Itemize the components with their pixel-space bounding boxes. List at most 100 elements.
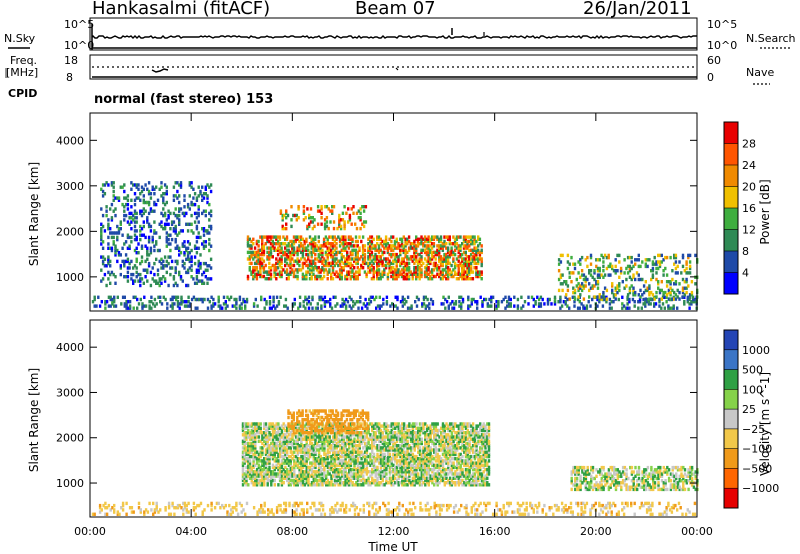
scatter-cell xyxy=(153,187,156,191)
scatter-cell xyxy=(127,300,130,304)
scatter-cell xyxy=(367,476,370,480)
scatter-cell xyxy=(291,450,294,454)
scatter-cell xyxy=(438,244,441,248)
scatter-cell xyxy=(372,261,375,266)
scatter-cell xyxy=(140,189,144,194)
scatter-cell xyxy=(296,250,299,255)
scatter-cell xyxy=(235,300,238,304)
scatter-cell xyxy=(190,248,193,253)
scatter-cell xyxy=(247,470,250,474)
scatter-cell xyxy=(222,295,226,299)
scatter-cell xyxy=(151,237,154,242)
scatter-cell xyxy=(354,248,358,252)
scatter-cell xyxy=(146,251,149,255)
scatter-cell xyxy=(254,422,257,426)
scatter-cell xyxy=(459,248,462,252)
scatter-cell xyxy=(332,450,335,454)
scatter-cell xyxy=(317,437,321,441)
scatter-cell xyxy=(379,470,383,474)
scatter-cell xyxy=(453,239,457,244)
scatter-cell xyxy=(372,257,375,261)
scatter-cell xyxy=(473,255,476,259)
scatter-cell xyxy=(314,439,317,443)
scatter-cell xyxy=(473,235,476,239)
scatter-cell xyxy=(383,242,386,246)
scatter-cell xyxy=(466,239,469,244)
scatter-cell xyxy=(596,280,600,284)
scatter-cell xyxy=(137,196,140,200)
scatter-cell xyxy=(151,277,154,281)
scatter-cell xyxy=(355,474,358,478)
scatter-cell xyxy=(305,452,308,457)
scatter-cell xyxy=(378,472,381,476)
scatter-cell xyxy=(174,270,177,275)
scatter-cell xyxy=(674,293,678,297)
scatter-cell xyxy=(107,261,110,266)
scatter-cell xyxy=(404,272,407,276)
scatter-cell xyxy=(338,220,341,224)
scatter-cell xyxy=(471,255,475,259)
scatter-cell xyxy=(271,428,275,433)
scatter-cell xyxy=(477,250,480,255)
scatter-cell xyxy=(292,248,296,252)
scatter-cell xyxy=(314,465,317,470)
scatter-cell xyxy=(415,237,418,241)
scatter-cell xyxy=(100,235,103,240)
scatter-cell xyxy=(132,183,135,187)
scatter-cell xyxy=(349,266,352,270)
scatter-cell xyxy=(146,279,149,283)
scatter-cell xyxy=(362,435,365,439)
scatter-cell xyxy=(248,454,252,459)
scatter-cell xyxy=(305,472,308,476)
scatter-cell xyxy=(400,237,404,241)
scatter-cell xyxy=(417,297,420,302)
scatter-cell xyxy=(273,467,276,472)
scatter-cell xyxy=(637,253,640,258)
scatter-cell xyxy=(312,237,315,241)
scatter-cell xyxy=(312,431,315,435)
scatter-cell xyxy=(238,295,242,299)
scatter-cell xyxy=(390,459,393,463)
scatter-cell xyxy=(309,461,312,465)
scatter-cell xyxy=(277,452,280,457)
scatter-cell xyxy=(657,260,660,264)
scatter-cell xyxy=(105,181,108,185)
scatter-cell xyxy=(576,297,580,302)
scatter-cell xyxy=(395,472,399,476)
scatter-cell xyxy=(185,211,188,216)
scatter-cell xyxy=(173,295,176,299)
scatter-cell xyxy=(293,422,296,426)
scatter-cell xyxy=(429,277,432,281)
scatter-cell xyxy=(284,424,287,428)
scatter-cell xyxy=(628,275,632,279)
scatter-cell xyxy=(413,239,416,244)
scatter-cell xyxy=(337,433,340,437)
scatter-cell xyxy=(363,431,367,435)
scatter-cell xyxy=(650,269,653,273)
scatter-cell xyxy=(462,261,466,266)
scatter-cell xyxy=(247,452,250,457)
scatter-cell xyxy=(317,461,321,465)
scatter-cell xyxy=(339,218,343,222)
scatter-cell xyxy=(693,300,697,304)
scatter-cell xyxy=(468,244,471,248)
scatter-cell xyxy=(333,435,337,439)
scatter-cell xyxy=(458,300,461,304)
scatter-cell xyxy=(420,259,423,263)
scatter-cell xyxy=(384,246,388,250)
scatter-cell xyxy=(550,302,553,306)
scatter-cell xyxy=(557,277,561,282)
scatter-cell xyxy=(644,262,647,266)
scatter-cell xyxy=(248,435,252,439)
scatter-cell xyxy=(294,478,298,483)
scatter-cell xyxy=(430,277,434,281)
scatter-cell xyxy=(342,472,346,476)
scatter-cell xyxy=(553,300,557,304)
scatter-cell xyxy=(303,261,306,266)
scatter-cell xyxy=(406,237,409,241)
scatter-cell xyxy=(448,250,451,255)
scatter-cell xyxy=(344,235,347,239)
scatter-cell xyxy=(457,250,460,255)
scatter-cell xyxy=(303,246,306,250)
scatter-cell xyxy=(314,472,317,476)
